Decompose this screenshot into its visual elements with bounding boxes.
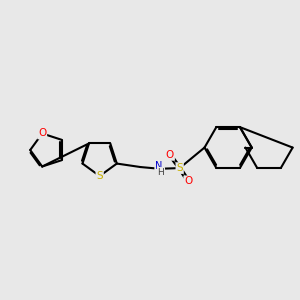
Text: O: O	[166, 150, 174, 160]
Text: O: O	[184, 176, 193, 186]
Text: N: N	[155, 161, 163, 171]
Text: S: S	[96, 171, 103, 181]
Text: H: H	[158, 168, 164, 177]
Text: S: S	[176, 163, 183, 173]
Text: O: O	[38, 128, 46, 139]
